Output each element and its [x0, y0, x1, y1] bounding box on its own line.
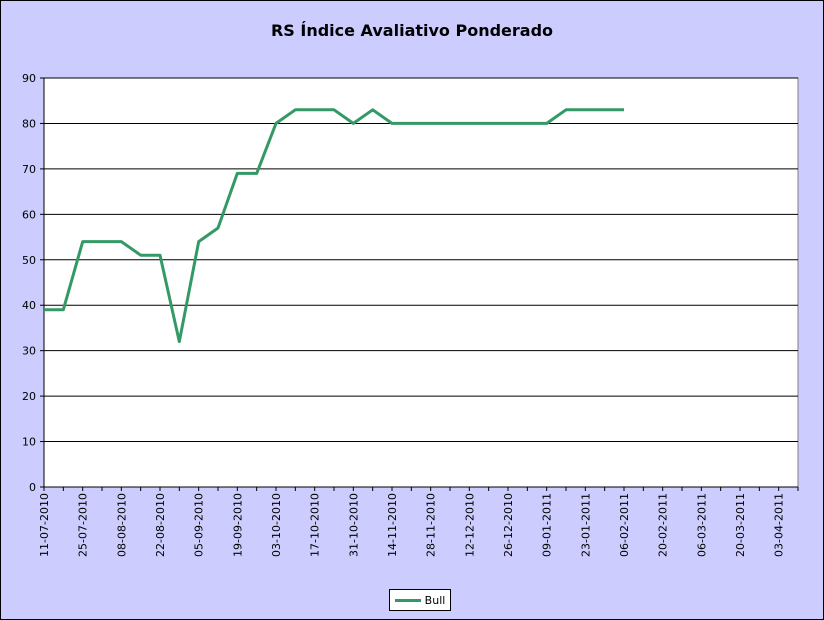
x-tick-label: 19-09-2010: [231, 493, 244, 557]
series-line-bull: [44, 108, 624, 344]
x-tick-label: 06-02-2011: [618, 493, 631, 557]
y-tick-label: 0: [29, 481, 36, 494]
y-tick-label: 40: [22, 299, 36, 312]
y-tick-label: 60: [22, 208, 36, 221]
plot-area: [43, 77, 799, 488]
x-tick-label: 05-09-2010: [193, 493, 206, 557]
chart-title: RS Índice Avaliativo Ponderado: [270, 21, 554, 40]
y-tick-label: 50: [22, 254, 36, 267]
y-tick-label: 70: [22, 163, 36, 176]
y-tick-label: 90: [22, 72, 36, 85]
x-tick-label: 20-02-2011: [657, 493, 670, 557]
y-tick-label: 30: [22, 345, 36, 358]
legend-swatch-bull: [394, 598, 421, 602]
x-tick-label: 14-11-2010: [386, 493, 399, 557]
x-tick-label: 11-07-2010: [38, 493, 51, 557]
x-tick-label: 08-08-2010: [115, 493, 128, 557]
legend: Bull: [389, 589, 451, 611]
x-tick-label: 31-10-2010: [347, 493, 360, 557]
x-tick-label: 28-11-2010: [425, 493, 438, 557]
x-tick-label: 06-03-2011: [695, 493, 708, 557]
y-tick-label: 10: [22, 436, 36, 449]
x-tick-label: 22-08-2010: [154, 493, 167, 557]
x-tick-label: 25-07-2010: [77, 493, 90, 557]
x-tick-label: 03-04-2011: [773, 493, 786, 557]
x-tick-label: 03-10-2010: [270, 493, 283, 557]
y-tick-label: 80: [22, 117, 36, 130]
y-tick-label: 20: [22, 390, 36, 403]
x-tick-label: 20-03-2011: [734, 493, 747, 557]
x-tick-label: 17-10-2010: [309, 493, 322, 557]
x-tick-label: 26-12-2010: [502, 493, 515, 557]
x-tick-label: 12-12-2010: [463, 493, 476, 557]
x-tick-label: 23-01-2011: [579, 493, 592, 557]
legend-label-bull: Bull: [424, 593, 446, 607]
x-tick-label: 09-01-2011: [541, 493, 554, 557]
